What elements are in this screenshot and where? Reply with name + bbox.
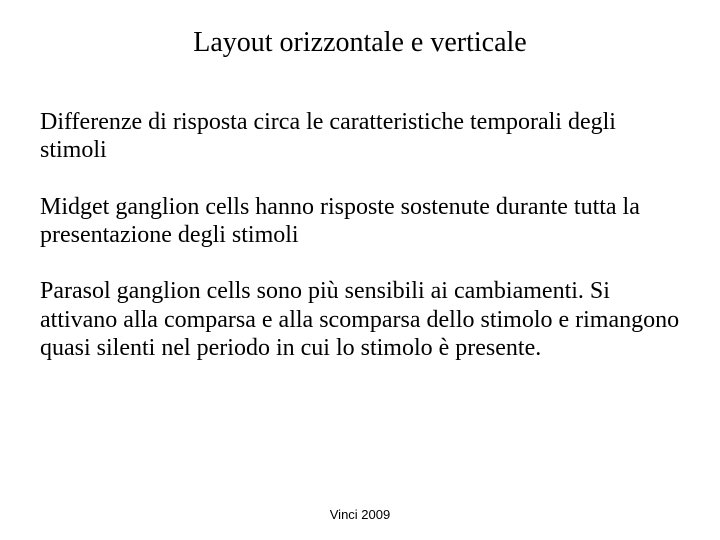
body-paragraph: Midget ganglion cells hanno risposte sos… — [40, 193, 680, 250]
body-paragraph: Parasol ganglion cells sono più sensibil… — [40, 277, 680, 362]
slide-title: Layout orizzontale e verticale — [0, 27, 720, 59]
body-paragraph: Differenze di risposta circa le caratter… — [40, 108, 680, 165]
slide: Layout orizzontale e verticale Differenz… — [0, 0, 720, 540]
slide-footer: Vinci 2009 — [0, 507, 720, 522]
slide-body: Differenze di risposta circa le caratter… — [40, 108, 680, 390]
